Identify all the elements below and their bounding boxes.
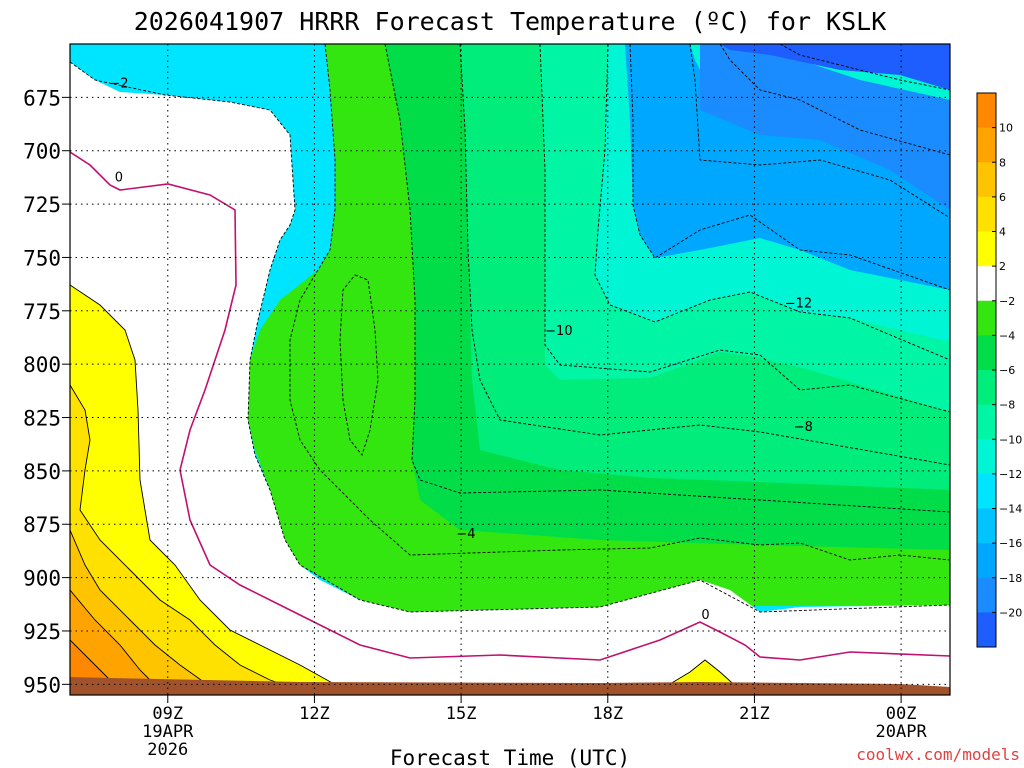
colorbar-segment — [977, 127, 996, 163]
y-tick-label: 675 — [23, 86, 61, 110]
y-tick-label: 925 — [23, 620, 61, 644]
contour-minus4-island — [339, 274, 379, 456]
y-tick-label: 750 — [23, 246, 61, 270]
colorbar-segment — [977, 508, 996, 544]
y-axis-ticks: 675 700 725 750 775 800 825 850 875 900 925 950 — [23, 86, 70, 697]
contour-minus10 — [539, 44, 950, 413]
colorbar-segment — [977, 612, 996, 648]
contour-label: 0 — [701, 608, 709, 623]
colorbar-segment — [977, 370, 996, 406]
contour-minus14 — [629, 44, 950, 291]
colorbar-label: −16 — [999, 537, 1022, 550]
plot-area — [70, 44, 950, 695]
colorbar-segment — [977, 577, 996, 613]
contour-minus18 — [719, 44, 950, 156]
x-tick-label: 15Z — [446, 704, 477, 724]
contour-minus2 — [70, 61, 950, 613]
negative-contours — [70, 44, 950, 613]
colorbar-segment — [977, 335, 996, 371]
chart-title: 2026041907 HRRR Forecast Temperature (ºC… — [134, 7, 887, 36]
colorbar-label: −12 — [999, 468, 1022, 481]
y-tick-label: 825 — [23, 407, 61, 431]
x-tick-label: 21Z — [739, 704, 770, 724]
colorbar-segment — [977, 93, 996, 129]
x-tick-sublabel: 19APR — [142, 722, 194, 742]
colorbar-segment — [977, 162, 996, 198]
colorbar-segment — [977, 231, 996, 267]
contour-label: −2 — [109, 76, 128, 91]
freezing-line — [70, 151, 950, 661]
x-tick-label: 09Z — [152, 704, 183, 724]
colorbar-label: −6 — [999, 364, 1015, 377]
colorbar-segment — [977, 404, 996, 440]
contour-label: −12 — [785, 296, 812, 311]
contour-minus16 — [689, 44, 950, 219]
x-tick-sublabel: 2026 — [147, 740, 188, 760]
x-tick-label: 00Z — [886, 704, 917, 724]
x-axis-label: Forecast Time (UTC) — [390, 746, 630, 768]
contour-plus4 — [70, 384, 301, 691]
contour-minus20 — [779, 44, 950, 91]
colorbar-label: −20 — [999, 606, 1022, 619]
grid-lines — [70, 44, 950, 695]
colorbar-segment — [977, 439, 996, 475]
y-tick-label: 875 — [23, 513, 61, 537]
plot-frame — [69, 43, 951, 696]
contour-minus8 — [459, 44, 950, 466]
y-tick-label: 725 — [23, 193, 61, 217]
colorbar-label: 4 — [999, 226, 1006, 239]
y-tick-label: 850 — [23, 460, 61, 484]
colorbar-label: −4 — [999, 329, 1015, 342]
x-tick-label: 12Z — [299, 704, 330, 724]
y-tick-label: 800 — [23, 353, 61, 377]
colorbar-label: −2 — [999, 295, 1015, 308]
contour-label: −4 — [456, 527, 475, 542]
contour-label: −10 — [545, 324, 572, 339]
band-fill-minus4-island — [340, 275, 378, 455]
band-fill-minus20 — [720, 44, 950, 90]
contour-minus6 — [384, 44, 950, 513]
band-fill-white-surface — [320, 580, 950, 690]
colorbar-label: −10 — [999, 433, 1022, 446]
contour-label: 0 — [115, 170, 123, 185]
colorbar-legend: 10 8 6 4 2 −2 −4 −6 −8 −10 −12 −14 −16 −18 −20 — [976, 92, 1022, 648]
colorbar-label: 10 — [999, 122, 1013, 135]
x-tick-label: 18Z — [592, 704, 623, 724]
colorbar-label: −8 — [999, 399, 1015, 412]
colorbar-label: −18 — [999, 572, 1022, 585]
watermark-label: coolwx.com/models — [856, 745, 1020, 764]
y-tick-label: 775 — [23, 300, 61, 324]
colorbar-label: 2 — [999, 260, 1006, 273]
band-fill-minus18 — [700, 44, 950, 210]
y-tick-label: 700 — [23, 140, 61, 164]
y-tick-label: 900 — [23, 567, 61, 591]
y-tick-label: 950 — [23, 673, 61, 697]
colorbar-segment — [977, 473, 996, 509]
band-fill-white-left — [70, 62, 430, 690]
band-fill-plus4 — [70, 385, 300, 690]
colorbar-label: −14 — [999, 503, 1022, 516]
x-tick-sublabel: 20APR — [876, 722, 928, 742]
contour-labels: −2 0 −10 −12 −8 −4 0 — [109, 76, 813, 623]
colorbar-label: 8 — [999, 156, 1006, 169]
colorbar-segment — [977, 300, 996, 336]
contour-plus2-bump — [659, 659, 741, 691]
contour-label: −8 — [794, 420, 813, 435]
contour-plus6 — [70, 529, 216, 691]
colorbar-segment — [977, 196, 996, 232]
ground-fill — [70, 677, 950, 695]
contour-plus8 — [70, 589, 161, 691]
contour-minus4 — [289, 44, 950, 561]
colorbar-segment — [977, 543, 996, 579]
colorbar-label: 6 — [999, 191, 1006, 204]
contour-plus2 — [70, 284, 346, 691]
colorbar-segment — [977, 266, 996, 302]
